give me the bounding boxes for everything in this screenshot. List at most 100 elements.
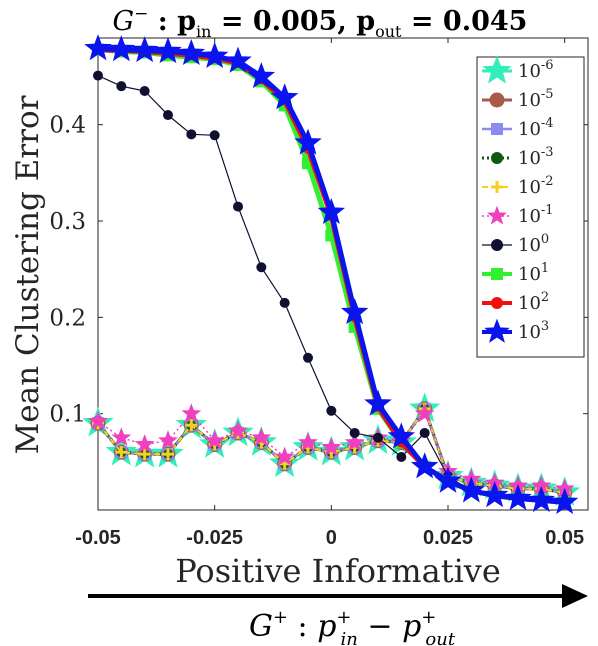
legend-label-exp: 3: [541, 319, 549, 334]
title-val-out: = 0.045: [401, 6, 527, 37]
data-point: [88, 410, 108, 430]
legend-entry: 103: [482, 318, 549, 343]
legend-marker: [491, 123, 503, 135]
data-point: [434, 466, 462, 493]
data-point: [186, 129, 197, 140]
data-point: [270, 83, 299, 110]
data-point: [317, 197, 346, 225]
legend-label: 10-1: [518, 203, 554, 227]
plot-area: [97, 37, 589, 511]
arrow-graph-sup: +: [273, 607, 288, 628]
legend-marker: [482, 55, 512, 84]
data-point: [349, 427, 360, 438]
legend-label-base: 10: [518, 264, 541, 285]
y-tick-label: 0.4: [49, 113, 86, 139]
title-p-in: p: [177, 6, 196, 37]
data-point: [233, 201, 243, 212]
legend-marker: [491, 239, 503, 251]
arrow-sub-out: out: [425, 629, 455, 646]
legend-label-exp: 1: [541, 261, 549, 276]
legend-label: 102: [518, 290, 549, 314]
legend-label: 10-4: [518, 116, 554, 140]
arrow-label: G+ : p+ in − p+ out: [249, 607, 456, 646]
data-point: [185, 419, 198, 432]
chart-title: G− : pin = 0.005, pout = 0.045: [113, 4, 528, 41]
data-point: [93, 70, 103, 81]
data-point: [138, 448, 151, 461]
data-point: [181, 403, 202, 423]
data-point: [115, 446, 128, 459]
legend-entry: 10-4: [482, 116, 554, 140]
legend-marker: [489, 92, 505, 108]
arrow-sub-in: in: [341, 629, 358, 646]
legend-label-base: 10: [518, 90, 541, 111]
title-sep: :: [148, 6, 177, 37]
y-axis-label: Mean Clustering Error: [10, 95, 46, 454]
legend-label: 10-3: [518, 145, 554, 169]
legend-label-exp: -5: [541, 87, 554, 102]
legend-label: 103: [518, 319, 549, 343]
data-point: [480, 481, 509, 508]
arrow-sup-out: +: [421, 607, 436, 628]
arrow-graph: G: [249, 609, 273, 644]
legend-label-exp: -4: [541, 116, 554, 131]
legend-marker: [484, 318, 510, 343]
title-graph: G: [113, 6, 135, 37]
legend-entry: 10-1: [482, 203, 554, 227]
x-tick-label: 0.05: [545, 527, 584, 549]
data-point: [139, 85, 150, 96]
data-point: [294, 128, 322, 155]
legend-label-exp: -3: [541, 145, 554, 160]
data-point: [340, 298, 369, 325]
data-point: [303, 352, 313, 363]
legend-marker: [491, 152, 503, 164]
data-point: [116, 81, 127, 92]
title-p-out: p: [356, 6, 375, 37]
data-point: [504, 483, 532, 511]
x-tick-label: -0.025: [186, 527, 243, 549]
data-point: [410, 452, 439, 479]
legend-label-base: 10: [518, 148, 541, 169]
series-layer: [82, 34, 581, 514]
legend-label-exp: -1: [541, 203, 554, 218]
data-point: [550, 487, 579, 514]
legend-label: 101: [518, 261, 549, 285]
data-point: [387, 422, 416, 449]
legend-label-base: 10: [518, 235, 541, 256]
data-point: [154, 37, 182, 64]
legend-label: 100: [518, 232, 549, 256]
data-point: [134, 434, 155, 453]
legend-label-exp: 0: [541, 232, 549, 247]
legend-marker: [491, 297, 503, 309]
legend-label-base: 10: [518, 322, 541, 343]
legend-entry: 10-5: [482, 87, 554, 111]
data-point: [228, 420, 248, 440]
data-point: [111, 427, 132, 447]
legend-label-base: 10: [518, 177, 541, 198]
title-sub-out: out: [375, 22, 402, 41]
data-point: [419, 427, 430, 438]
arrow-sep: :: [288, 609, 317, 644]
data-point: [414, 403, 435, 423]
legend-marker: [491, 268, 503, 280]
data-point: [279, 297, 290, 308]
data-point: [256, 262, 267, 273]
x-tick-label: 0.025: [423, 527, 473, 549]
data-point: [163, 110, 173, 121]
legend-entry: 101: [482, 261, 549, 285]
data-point: [298, 432, 318, 452]
data-point: [224, 46, 252, 73]
legend-entry: 10-3: [482, 145, 554, 169]
x-axis-label: Positive Informative: [175, 552, 501, 590]
data-point: [457, 476, 486, 503]
y-tick-label: 0.1: [49, 402, 86, 428]
data-point: [209, 130, 220, 141]
legend-label: 10-6: [518, 58, 554, 82]
data-point: [344, 432, 365, 452]
arrow-p-out: p: [402, 609, 421, 644]
data-point: [247, 62, 276, 89]
legend-marker: [487, 205, 507, 225]
